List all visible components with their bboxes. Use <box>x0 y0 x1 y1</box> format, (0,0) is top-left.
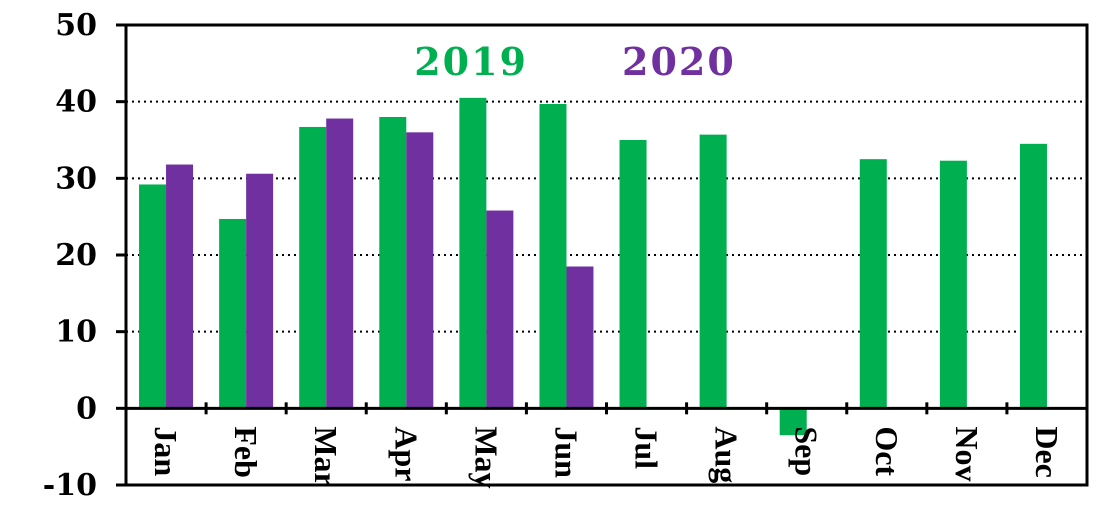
bars <box>139 97 1047 436</box>
bar-2020-feb <box>246 173 274 409</box>
x-tick-label-dec: Dec <box>1029 426 1065 478</box>
legend-entry-2020: 2020 <box>622 39 736 84</box>
bar-2020-apr <box>406 132 434 409</box>
bar-2020-may <box>486 210 514 409</box>
x-tick-label-mar: Mar <box>308 426 344 486</box>
x-tick-label-aug: Aug <box>709 426 745 483</box>
x-tick-label-apr: Apr <box>388 426 424 481</box>
bar-2019-aug <box>699 134 727 409</box>
x-tick-label-oct: Oct <box>869 426 905 476</box>
bar-2019-jul <box>619 140 647 409</box>
bar-2019-feb <box>219 218 247 409</box>
legend: 2019 2020 <box>414 39 736 84</box>
x-tick-label-jul: Jul <box>629 426 665 469</box>
x-tick-label-nov: Nov <box>949 426 985 481</box>
bar-2019-sep <box>779 408 807 436</box>
y-tick-label: -10 <box>43 468 97 503</box>
x-tick-label-may: May <box>468 426 504 488</box>
grid-lines <box>126 100 1087 333</box>
x-tick-labels: Jan Feb Mar Apr May Jun Jul Aug Sep Oct Nov Dec <box>148 426 1065 488</box>
axes <box>116 23 1089 487</box>
y-tick-label: 30 <box>55 161 97 196</box>
x-tick-label-jun: Jun <box>548 426 584 478</box>
x-tick-label-sep: Sep <box>789 426 825 476</box>
bar-2019-oct <box>859 159 887 409</box>
bar-2019-jan <box>139 184 167 409</box>
bar-2019-apr <box>379 117 407 409</box>
bar-2020-jan <box>166 164 194 409</box>
y-tick-label: 10 <box>55 315 97 350</box>
bar-2019-jun <box>539 103 567 409</box>
y-tick-label: 20 <box>55 238 97 273</box>
bar-2019-nov <box>939 160 967 409</box>
legend-entry-2019: 2019 <box>414 39 528 84</box>
x-tick-label-jan: Jan <box>148 426 184 476</box>
x-tick-label-feb: Feb <box>228 426 264 478</box>
y-tick-label: 0 <box>76 391 97 426</box>
bar-2019-dec <box>1019 143 1047 409</box>
bar-2020-mar <box>326 118 354 409</box>
bar-2019-mar <box>299 126 327 409</box>
bar-2019-may <box>459 97 487 409</box>
bar-2020-jun <box>566 266 594 409</box>
y-tick-label: 50 <box>55 8 97 43</box>
y-tick-labels: 50 40 30 20 10 0 -10 <box>43 8 97 503</box>
y-tick-label: 40 <box>55 85 97 120</box>
